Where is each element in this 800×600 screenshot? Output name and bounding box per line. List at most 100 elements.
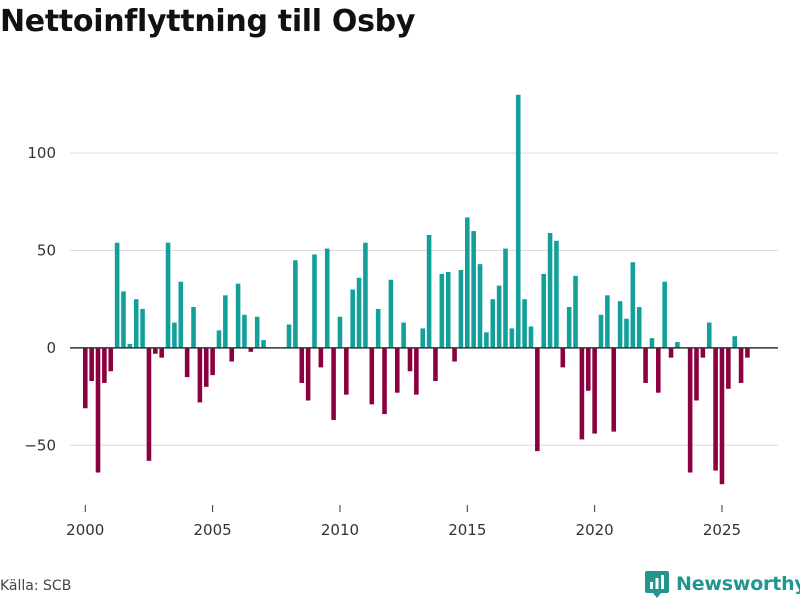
bar [356, 277, 362, 348]
bar [344, 347, 349, 395]
bar [484, 332, 489, 348]
bar [439, 273, 445, 348]
x-tick-label: 2025 [703, 521, 741, 539]
bar [656, 347, 661, 393]
bar [713, 347, 718, 471]
bar [732, 336, 737, 348]
bar [420, 328, 426, 348]
bar [401, 322, 406, 348]
bar [566, 307, 572, 348]
x-tick-label: 2005 [194, 521, 232, 539]
bar [477, 264, 483, 348]
bar [579, 347, 585, 440]
bar [719, 347, 725, 485]
bar [133, 299, 139, 348]
bar [624, 318, 629, 348]
bar [286, 324, 292, 348]
bar [738, 347, 744, 383]
source-note: Källa: SCB [0, 578, 72, 594]
bar [662, 281, 667, 348]
bar [102, 347, 107, 383]
bar [649, 338, 655, 348]
bar [541, 273, 546, 348]
bar [242, 314, 247, 348]
bar [706, 322, 712, 348]
bar [210, 347, 215, 376]
bar [598, 314, 604, 348]
bar [229, 347, 235, 362]
newsworthy-logo-icon [645, 571, 669, 598]
bar [630, 262, 636, 348]
bar [114, 242, 120, 348]
bar [452, 347, 457, 362]
y-tick-label: 100 [27, 144, 56, 162]
bar [515, 94, 521, 348]
bar [471, 231, 476, 348]
bar [573, 275, 578, 348]
bar [585, 347, 591, 391]
bar [203, 347, 209, 387]
bar [496, 285, 502, 348]
newsworthy-logo[interactable]: Newsworthy [644, 568, 800, 600]
bar [165, 242, 171, 348]
bar [605, 295, 610, 348]
bar [191, 307, 196, 348]
bar [592, 347, 597, 434]
bar [522, 299, 527, 348]
bar [414, 347, 419, 395]
x-tick-label: 2020 [576, 521, 614, 539]
chart-title: Nettoinflyttning till Osby [0, 4, 416, 39]
bar [293, 260, 298, 348]
bar [197, 347, 203, 403]
bar [458, 270, 464, 348]
bar [305, 347, 311, 401]
bar [668, 347, 674, 358]
bar [235, 283, 241, 348]
bar [318, 347, 324, 368]
bar [363, 242, 368, 348]
bar [503, 248, 508, 348]
bar [172, 322, 177, 348]
newsworthy-logo-text: Newsworthy [676, 573, 800, 595]
gridlines [70, 152, 778, 446]
bar [745, 347, 750, 358]
bar [465, 217, 470, 348]
bar [394, 347, 400, 393]
bar [433, 347, 438, 381]
bar [675, 342, 680, 348]
bar [337, 316, 343, 348]
bar [382, 347, 387, 415]
bar [490, 299, 496, 348]
bar [617, 301, 623, 348]
y-tick-label: 0 [46, 339, 56, 357]
bar [700, 347, 706, 358]
bar [178, 281, 184, 348]
bar [407, 347, 413, 372]
bar [636, 307, 642, 348]
bar [445, 271, 451, 348]
bar [554, 240, 559, 348]
bar [509, 328, 515, 348]
x-tick-label: 2000 [66, 521, 104, 539]
bar [388, 279, 394, 348]
bar [611, 347, 617, 432]
bar [375, 308, 381, 348]
axes: −50 0 50 100 2000 2005 2010 2015 2020 2025 [24, 144, 778, 539]
bar [140, 308, 145, 348]
bar [331, 347, 336, 420]
bar [261, 340, 266, 348]
bar [108, 347, 114, 372]
bar [643, 347, 648, 383]
bar [694, 347, 699, 401]
bar [350, 289, 355, 348]
bar [535, 347, 540, 452]
bar [299, 347, 305, 383]
bar [216, 330, 222, 348]
x-tick-label: 2015 [448, 521, 486, 539]
bar [223, 295, 228, 348]
bar [687, 347, 693, 473]
bar [254, 316, 260, 348]
bar [426, 234, 432, 348]
bar [726, 347, 731, 389]
